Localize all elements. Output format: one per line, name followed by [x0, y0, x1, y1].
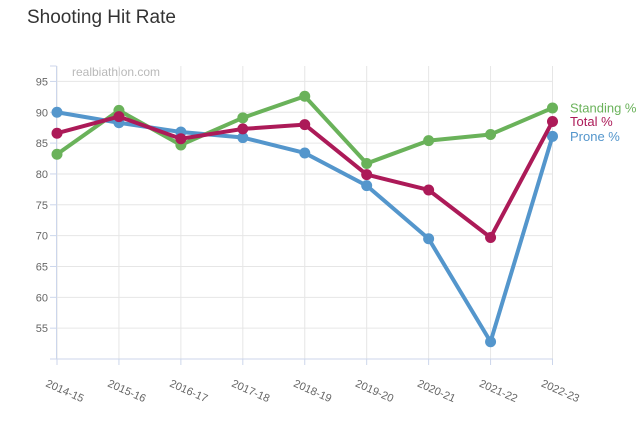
data-point-total[interactable] — [113, 111, 125, 123]
data-point-standing[interactable] — [51, 148, 63, 160]
data-point-prone[interactable] — [237, 132, 249, 144]
data-point-standing[interactable] — [299, 90, 311, 102]
y-tick-label: 60 — [36, 292, 48, 304]
y-tick-label: 85 — [36, 138, 48, 150]
watermark-credit: realbiathlon.com — [72, 65, 161, 79]
data-point-prone[interactable] — [51, 106, 63, 118]
x-tick-label: 2017-18 — [230, 378, 272, 405]
data-point-total[interactable] — [485, 231, 497, 243]
y-tick-label: 55 — [36, 323, 48, 335]
data-point-total[interactable] — [175, 133, 187, 145]
data-point-prone[interactable] — [361, 180, 373, 192]
data-point-prone[interactable] — [547, 130, 558, 142]
data-point-total[interactable] — [237, 123, 249, 135]
y-tick-label: 80 — [36, 169, 48, 181]
data-point-standing[interactable] — [547, 102, 558, 114]
y-tick-label: 90 — [36, 107, 48, 119]
data-point-total[interactable] — [361, 169, 373, 181]
data-point-total[interactable] — [547, 116, 558, 128]
y-tick-label: 65 — [36, 261, 48, 273]
data-point-total[interactable] — [299, 119, 311, 131]
data-point-prone[interactable] — [299, 147, 311, 159]
chart-title: Shooting Hit Rate — [27, 7, 176, 28]
data-point-total[interactable] — [423, 184, 435, 196]
x-tick-label: 2015-16 — [106, 378, 148, 405]
x-tick-label: 2014-15 — [44, 378, 86, 405]
x-tick-label: 2019-20 — [353, 378, 395, 405]
data-point-standing[interactable] — [361, 157, 373, 169]
data-point-standing[interactable] — [237, 112, 249, 124]
data-point-prone[interactable] — [485, 336, 497, 348]
x-tick-label: 2021-22 — [477, 378, 519, 405]
series-label-total[interactable]: Total % — [570, 114, 613, 129]
x-tick-label: 2018-19 — [292, 378, 334, 405]
series-label-prone[interactable]: Prone % — [570, 129, 620, 144]
data-point-standing[interactable] — [423, 135, 435, 147]
data-point-prone[interactable] — [423, 233, 435, 245]
y-tick-label: 95 — [36, 76, 48, 88]
data-point-total[interactable] — [51, 127, 63, 139]
y-tick-label: 75 — [36, 200, 48, 212]
series-label-standing[interactable]: Standing % — [570, 100, 637, 115]
y-tick-label: 70 — [36, 231, 48, 243]
x-tick-label: 2016-17 — [168, 378, 210, 405]
x-tick-label: 2020-21 — [415, 378, 457, 405]
x-tick-label: 2022-23 — [539, 378, 581, 405]
data-point-standing[interactable] — [485, 128, 497, 140]
